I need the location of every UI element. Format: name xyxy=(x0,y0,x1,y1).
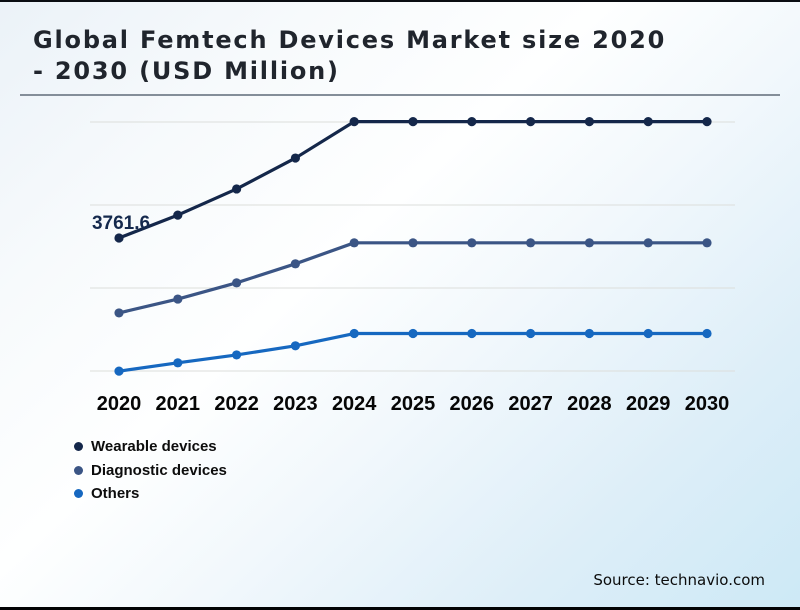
data-point-wearable-devices-2025 xyxy=(408,117,418,127)
x-axis-label: 2020 xyxy=(97,393,142,415)
series-line-wearable-devices xyxy=(117,120,709,240)
x-axis-label: 2028 xyxy=(567,393,612,415)
x-axis-label: 2030 xyxy=(685,393,730,415)
data-point-others-2027 xyxy=(526,328,536,339)
data-point-others-2021 xyxy=(173,358,183,368)
data-point-others-2020 xyxy=(114,366,124,376)
data-point-others-2029 xyxy=(643,328,653,339)
data-point-wearable-devices-2020 xyxy=(114,233,124,243)
data-point-diagnostic-devices-2028 xyxy=(584,238,595,248)
x-axis-label: 2029 xyxy=(626,393,671,415)
legend-item: Wearable devices xyxy=(74,435,227,459)
data-point-wearable-devices-2027 xyxy=(526,117,536,127)
series-line-diagnostic-devices xyxy=(117,241,709,315)
legend-label: Others xyxy=(91,485,140,503)
data-point-diagnostic-devices-2024 xyxy=(349,238,359,248)
data-point-wearable-devices-2023 xyxy=(290,153,300,163)
data-point-wearable-devices-2022 xyxy=(232,184,242,194)
data-point-others-2025 xyxy=(408,328,418,339)
legend-dot-icon xyxy=(74,442,83,452)
data-point-wearable-devices-2030 xyxy=(702,117,712,127)
x-axis-label: 2026 xyxy=(450,393,495,415)
data-point-diagnostic-devices-2030 xyxy=(702,238,712,248)
data-point-others-2026 xyxy=(467,328,477,339)
x-axis-label: 2023 xyxy=(273,393,318,415)
x-axis-label: 2024 xyxy=(332,393,377,415)
data-point-wearable-devices-2021 xyxy=(173,210,183,220)
x-axis-label: 2027 xyxy=(508,393,553,415)
data-point-wearable-devices-2029 xyxy=(643,117,653,127)
data-point-others-2022 xyxy=(232,350,242,360)
data-point-wearable-devices-2026 xyxy=(467,117,477,127)
x-axis-label: 2022 xyxy=(214,393,259,415)
data-point-others-2024 xyxy=(349,328,359,339)
legend-label: Diagnostic devices xyxy=(91,461,227,479)
chart-legend: Wearable devices Diagnostic devices Others xyxy=(74,435,227,506)
legend-dot-icon xyxy=(74,489,83,499)
x-axis-label: 2021 xyxy=(156,393,201,415)
data-point-diagnostic-devices-2021 xyxy=(173,294,183,304)
data-point-diagnostic-devices-2026 xyxy=(467,238,477,248)
chart-title: Global Femtech Devices Market size 2020 … xyxy=(33,25,666,87)
data-point-others-2030 xyxy=(702,328,712,339)
data-point-diagnostic-devices-2020 xyxy=(114,308,124,318)
data-label: 3761.6 xyxy=(92,213,150,234)
data-point-diagnostic-devices-2027 xyxy=(526,238,536,248)
legend-label: Wearable devices xyxy=(91,438,217,456)
chart-title-line1: Global Femtech Devices Market size 2020 xyxy=(33,26,667,54)
data-point-diagnostic-devices-2023 xyxy=(290,259,300,269)
title-divider xyxy=(20,94,780,96)
data-point-wearable-devices-2024 xyxy=(349,117,359,127)
data-point-diagnostic-devices-2025 xyxy=(408,238,418,248)
data-point-others-2028 xyxy=(584,328,595,339)
x-axis-label: 2025 xyxy=(391,393,436,415)
data-point-wearable-devices-2028 xyxy=(584,117,595,127)
series-line-others xyxy=(117,331,709,373)
legend-item: Diagnostic devices xyxy=(74,459,227,483)
chart-title-line2: - 2030 (USD Million) xyxy=(33,57,340,85)
legend-item: Others xyxy=(74,482,227,506)
data-point-others-2023 xyxy=(290,341,300,351)
legend-dot-icon xyxy=(74,465,83,475)
data-point-diagnostic-devices-2029 xyxy=(643,238,653,248)
data-point-diagnostic-devices-2022 xyxy=(232,278,242,288)
source-attribution: Source: technavio.com xyxy=(593,571,765,589)
